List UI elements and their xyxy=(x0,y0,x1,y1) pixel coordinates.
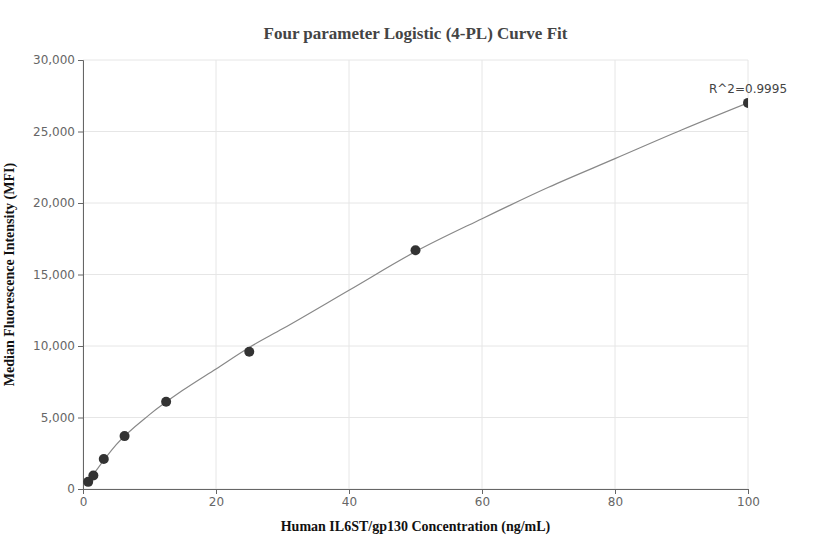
axis-line xyxy=(84,490,749,495)
tick-label: 80 xyxy=(608,495,623,509)
tick-label: 20,000 xyxy=(33,196,75,210)
data-point xyxy=(88,470,98,480)
chart: 0 20 40 60 80 100 0 5,000 10,000 15,000 20,000 25,0… xyxy=(0,0,832,560)
grid-line xyxy=(83,417,748,418)
tick-mark xyxy=(216,489,217,494)
tick-mark xyxy=(78,60,83,61)
x-axis-title: Human IL6ST/gp130 Concentration (ng/mL) xyxy=(281,519,551,535)
x-axis: 0 20 40 60 80 100 xyxy=(80,489,760,509)
data-point xyxy=(743,98,748,108)
tick-label: 0 xyxy=(67,482,75,496)
grid xyxy=(83,60,748,489)
tick: 0 xyxy=(67,482,83,496)
fit-line xyxy=(88,103,748,482)
plot: 0 20 40 60 80 100 0 5,000 10,000 15,000 20,000 25,0… xyxy=(33,53,787,508)
data-point xyxy=(161,397,171,407)
tick-mark xyxy=(78,275,83,276)
tick-label: 20 xyxy=(209,495,224,509)
tick-label: 15,000 xyxy=(33,268,75,282)
data-point xyxy=(99,454,109,464)
tick: 5,000 xyxy=(41,411,83,425)
tick-label: 25,000 xyxy=(33,125,75,139)
tick-label: 0 xyxy=(80,495,88,509)
tick: 40 xyxy=(342,489,357,509)
tick-label: 60 xyxy=(475,495,490,509)
tick: 60 xyxy=(475,489,490,509)
tick-mark xyxy=(78,418,83,419)
tick-label: 10,000 xyxy=(33,339,75,353)
tick-mark xyxy=(78,346,83,347)
tick: 10,000 xyxy=(33,339,83,353)
tick-mark xyxy=(482,489,483,494)
grid-line xyxy=(83,60,748,61)
tick-label: 40 xyxy=(342,495,357,509)
tick: 30,000 xyxy=(33,53,83,67)
tick-mark xyxy=(78,489,83,490)
tick: 20,000 xyxy=(33,196,83,210)
tick-label: 100 xyxy=(737,495,760,509)
tick: 100 xyxy=(737,489,760,509)
tick-label: 5,000 xyxy=(41,411,75,425)
y-axis: 0 5,000 10,000 15,000 20,000 25,000 30,000 xyxy=(33,53,84,496)
tick-mark xyxy=(78,203,83,204)
title: Four parameter Logistic (4-PL) Curve Fit xyxy=(264,24,568,43)
tick: 25,000 xyxy=(33,125,83,139)
tick-mark xyxy=(748,489,749,494)
annotation: R^2=0.9995 xyxy=(709,82,787,96)
axis-line xyxy=(78,61,84,490)
tick: 80 xyxy=(608,489,623,509)
data-point xyxy=(120,431,130,441)
grid-line xyxy=(83,203,748,204)
grid-line xyxy=(83,274,748,275)
tick: 0 xyxy=(80,489,88,509)
tick: 15,000 xyxy=(33,268,83,282)
y-axis-title: Median Fluorescence Intensity (MFI) xyxy=(2,163,18,387)
grid-line xyxy=(83,346,748,347)
tick-mark xyxy=(615,489,616,494)
tick-mark xyxy=(78,132,83,133)
grid-line xyxy=(83,131,748,132)
data-point xyxy=(411,245,421,255)
data-point xyxy=(244,347,254,357)
marks xyxy=(83,98,748,487)
tick-mark xyxy=(349,489,350,494)
tick-label: 30,000 xyxy=(33,53,75,67)
tick: 20 xyxy=(209,489,224,509)
